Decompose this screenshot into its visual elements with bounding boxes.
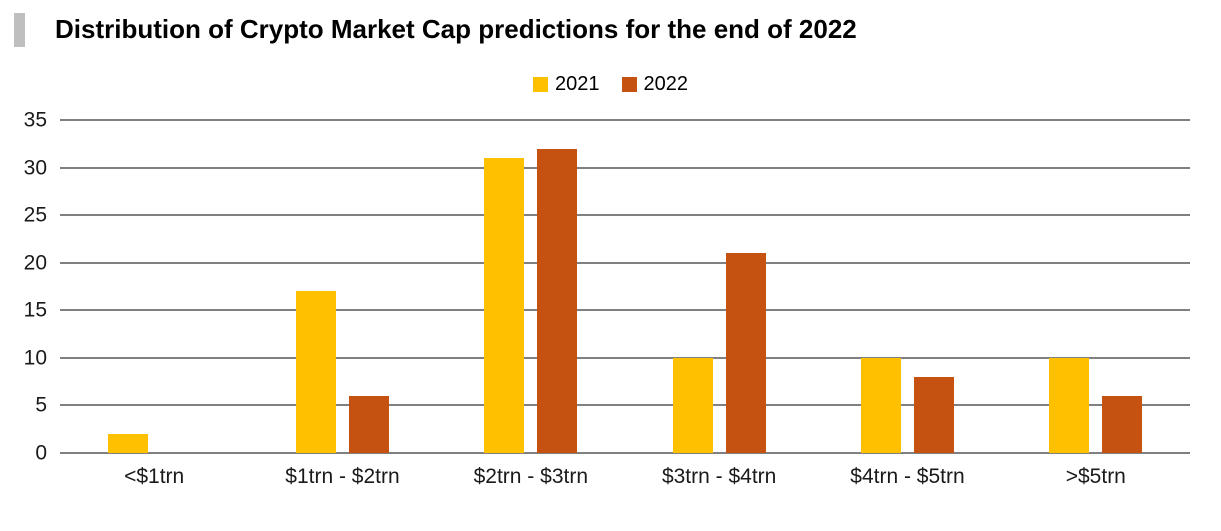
legend-item-2022: 2022 <box>621 73 689 96</box>
plot-area <box>60 119 1190 454</box>
gridline <box>60 404 1190 407</box>
y-tick-label: 10 <box>23 346 47 370</box>
y-tick-label: 35 <box>23 108 47 132</box>
y-tick-label: 5 <box>35 393 47 417</box>
title-accent-bar <box>14 13 25 47</box>
category-group <box>60 120 248 453</box>
x-axis: <$1trn $1trn - $2trn $2trn - $3trn $3trn - … <box>60 465 1221 489</box>
bar-2022 <box>725 253 766 453</box>
bar-2021 <box>1049 357 1090 453</box>
y-tick-label: 30 <box>23 156 47 180</box>
bar-2022 <box>348 395 389 453</box>
gridline <box>60 261 1190 264</box>
bar-2021 <box>672 357 713 453</box>
legend-label-2021: 2021 <box>555 73 600 95</box>
category-group <box>625 120 813 453</box>
category-group <box>813 120 1001 453</box>
x-tick-label: <$1trn <box>124 465 185 488</box>
x-tick-label: $3trn - $4trn <box>661 465 777 488</box>
gridline <box>60 356 1190 359</box>
bar-2021 <box>484 158 525 453</box>
bar-groups <box>60 120 1190 453</box>
category-group <box>1002 120 1190 453</box>
legend-item-2021: 2021 <box>533 73 600 96</box>
gridline <box>60 119 1190 121</box>
y-axis: 0 5 10 15 20 25 30 35 <box>0 110 60 464</box>
y-tick-label: 15 <box>23 298 47 322</box>
x-tick-label: $4trn - $5trn <box>850 465 965 488</box>
bar-2021 <box>107 433 148 453</box>
bar-2021 <box>860 357 901 453</box>
bar-2022 <box>1102 395 1143 453</box>
gridline <box>60 309 1190 312</box>
bar-2022 <box>913 376 954 453</box>
x-tick-label: $1trn - $2trn <box>285 465 400 488</box>
bar-2021 <box>295 291 336 453</box>
title-row: Distribution of Crypto Market Cap predic… <box>0 0 1221 47</box>
gridline <box>60 166 1190 169</box>
gridline <box>60 214 1190 217</box>
category-group <box>248 120 436 453</box>
chart-title: Distribution of Crypto Market Cap predic… <box>55 14 857 44</box>
legend-swatch-2021 <box>533 77 548 92</box>
x-tick-label: $2trn - $3trn <box>473 465 589 488</box>
category-group <box>437 120 625 453</box>
chart-area: 0 5 10 15 20 25 30 35 <box>0 110 1221 464</box>
legend-swatch-2022 <box>621 77 637 92</box>
y-tick-label: 25 <box>23 203 47 227</box>
y-tick-label: 0 <box>35 441 47 465</box>
bar-2022 <box>537 148 578 453</box>
x-axis-line <box>60 452 1190 454</box>
x-tick-label: >$5trn <box>1065 465 1126 488</box>
chart-legend: 2021 2022 <box>0 73 1221 96</box>
legend-label-2022: 2022 <box>643 73 689 95</box>
y-tick-label: 20 <box>23 251 47 275</box>
